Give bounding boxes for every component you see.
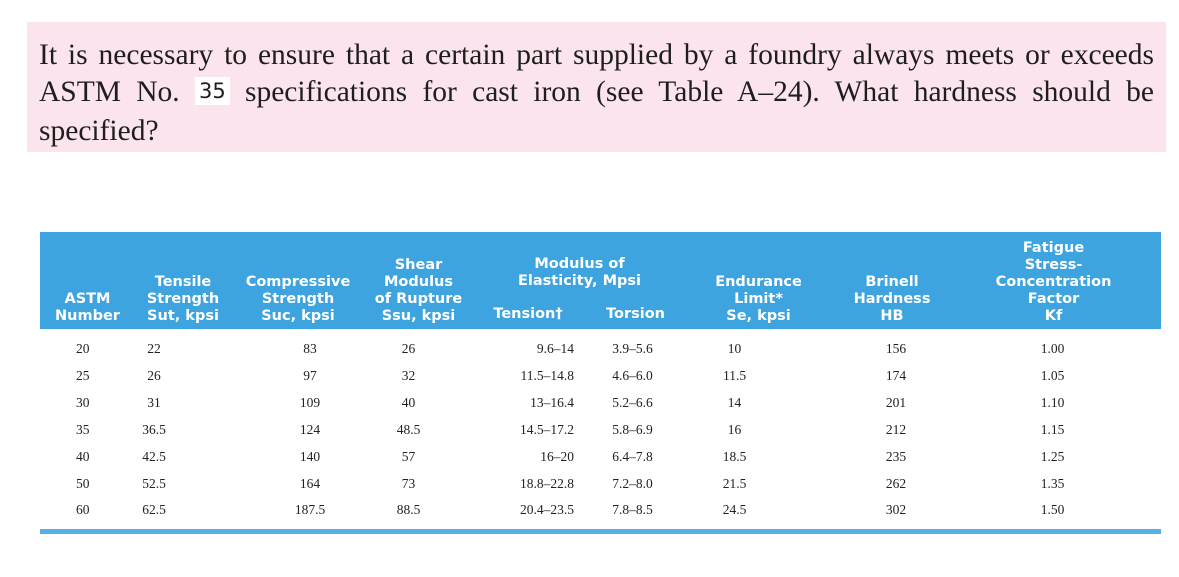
- cell-endurance-limit: 18.5: [722, 448, 747, 464]
- cell-astm-number: 35: [76, 421, 90, 437]
- header-modulus-elasticity: Modulus of Elasticity, Mpsi: [472, 232, 688, 293]
- cell-tension-modulus: 11.5–14.8: [520, 368, 575, 384]
- cell-torsion-modulus: 5.8–6.9: [612, 421, 653, 437]
- header-astm-number: ASTM Number: [40, 232, 135, 329]
- cell-shear-modulus: 26: [401, 341, 416, 356]
- question-text-before: It is necessary to ensure that a certain…: [39, 39, 1154, 108]
- cell-brinell-hardness: 174: [885, 368, 907, 384]
- cell-endurance-limit: 21.5: [722, 475, 747, 491]
- cell-tension-modulus: 16–20: [540, 448, 574, 464]
- header-endurance-limit: Endurance Limit* Se, kpsi: [687, 232, 831, 329]
- cell-brinell-hardness: 262: [885, 475, 907, 491]
- table-row: 40 42.5 140 57 16–20 6.4–7.8 18.5 235 1.25: [40, 443, 1161, 470]
- cell-tension-modulus: 9.6–14: [536, 341, 574, 356]
- cell-tensile-strength: 26: [147, 368, 161, 384]
- cell-brinell-hardness: 235: [885, 448, 907, 464]
- cell-shear-modulus: 32: [401, 368, 416, 384]
- cell-tensile-strength: 52.5: [142, 475, 166, 491]
- cell-torsion-modulus: 7.8–8.5: [612, 502, 653, 518]
- cell-fatigue-factor: 1.10: [1040, 395, 1065, 411]
- cell-compressive-strength: 187.5: [294, 502, 326, 518]
- cell-tensile-strength: 36.5: [142, 421, 166, 437]
- cell-brinell-hardness: 212: [885, 421, 907, 437]
- cell-endurance-limit: 24.5: [722, 502, 747, 518]
- cell-fatigue-factor: 1.35: [1040, 475, 1065, 491]
- table-bottom-rule: [40, 528, 1161, 534]
- cell-tensile-strength: 22: [147, 341, 161, 356]
- cell-shear-modulus: 48.5: [396, 421, 421, 437]
- table-row: 30 31 109 40 13–16.4 5.2–6.6 14 201 1.10: [40, 390, 1161, 417]
- cell-astm-number: 60: [76, 502, 90, 518]
- header-fatigue-factor: Fatigue Stress- Concentration Factor Kf: [954, 232, 1162, 329]
- cell-tensile-strength: 31: [147, 395, 161, 411]
- cell-torsion-modulus: 5.2–6.6: [612, 395, 653, 411]
- header-compressive-strength: Compressive Strength Suc, kpsi: [231, 232, 365, 329]
- cell-fatigue-factor: 1.15: [1040, 421, 1065, 437]
- question-text-after: specifications for cast iron (see Table …: [39, 76, 1154, 147]
- table-row: 50 52.5 164 73 18.8–22.8 7.2–8.0 21.5 262 1.35: [40, 470, 1161, 497]
- cell-torsion-modulus: 3.9–5.6: [612, 341, 653, 356]
- cell-compressive-strength: 109: [299, 395, 321, 411]
- cell-endurance-limit: 14: [727, 395, 742, 411]
- cell-endurance-limit: 16: [727, 421, 742, 437]
- table-row: 25 26 97 32 11.5–14.8 4.6–6.0 11.5 174 1.05: [40, 363, 1161, 390]
- question-box: It is necessary to ensure that a certain…: [27, 22, 1166, 152]
- cell-torsion-modulus: 4.6–6.0: [612, 368, 653, 384]
- header-torsion: Torsion: [584, 292, 688, 329]
- cell-shear-modulus: 40: [401, 395, 416, 411]
- cell-brinell-hardness: 201: [885, 395, 907, 411]
- cell-tension-modulus: 20.4–23.5: [520, 502, 574, 518]
- header-brinell-hardness: Brinell Hardness HB: [830, 232, 955, 329]
- cell-fatigue-factor: 1.00: [1040, 341, 1065, 356]
- cell-tension-modulus: 14.5–17.2: [520, 421, 574, 437]
- cell-astm-number: 20: [76, 341, 90, 356]
- cell-compressive-strength: 164: [299, 475, 321, 491]
- cell-brinell-hardness: 156: [885, 341, 907, 356]
- cell-compressive-strength: 97: [303, 368, 317, 384]
- cell-compressive-strength: 140: [299, 448, 321, 464]
- cell-brinell-hardness: 302: [885, 502, 907, 518]
- cell-fatigue-factor: 1.05: [1040, 368, 1065, 384]
- cell-shear-modulus: 88.5: [396, 502, 421, 518]
- header-tensile-strength: Tensile Strength Sut, kpsi: [135, 232, 231, 329]
- cell-endurance-limit: 10: [727, 341, 742, 356]
- cell-compressive-strength: 124: [299, 421, 321, 437]
- properties-table: ASTM Number Tensile Strength Sut, kpsi C…: [40, 232, 1162, 524]
- cell-fatigue-factor: 1.25: [1040, 448, 1065, 464]
- cell-shear-modulus: 57: [401, 448, 416, 464]
- cell-tensile-strength: 42.5: [142, 448, 166, 464]
- table-row: 35 36.5 124 48.5 14.5–17.2 5.8–6.9 16 212 1.15: [40, 417, 1161, 444]
- table-body: 20 22 83 26 9.6–14 3.9–5.6 10 156 1.00 25 26 97 32 11…: [40, 329, 1161, 524]
- header-shear-modulus: Shear Modulus of Rupture Ssu, kpsi: [365, 232, 472, 329]
- cell-astm-number: 40: [76, 448, 90, 464]
- cell-torsion-modulus: 7.2–8.0: [612, 475, 653, 491]
- cell-fatigue-factor: 1.50: [1040, 502, 1065, 518]
- cell-tension-modulus: 13–16.4: [530, 395, 574, 411]
- cell-tension-modulus: 18.8–22.8: [520, 475, 574, 491]
- cell-torsion-modulus: 6.4–7.8: [612, 448, 653, 464]
- cell-astm-number: 50: [76, 475, 90, 491]
- table-row: 20 22 83 26 9.6–14 3.9–5.6 10 156 1.00: [40, 329, 1161, 363]
- cell-shear-modulus: 73: [401, 475, 416, 491]
- cell-endurance-limit: 11.5: [722, 368, 747, 384]
- header-tension: Tension†: [472, 292, 584, 329]
- cell-tensile-strength: 62.5: [142, 502, 166, 518]
- cell-compressive-strength: 83: [303, 341, 317, 356]
- cell-astm-number: 30: [76, 395, 90, 411]
- astm-number-highlight: 35: [194, 77, 230, 105]
- cell-astm-number: 25: [76, 368, 90, 384]
- table-row: 60 62.5 187.5 88.5 20.4–23.5 7.8–8.5 24.5 302 1.…: [40, 497, 1161, 524]
- cast-iron-table: ASTM Number Tensile Strength Sut, kpsi C…: [40, 232, 1162, 534]
